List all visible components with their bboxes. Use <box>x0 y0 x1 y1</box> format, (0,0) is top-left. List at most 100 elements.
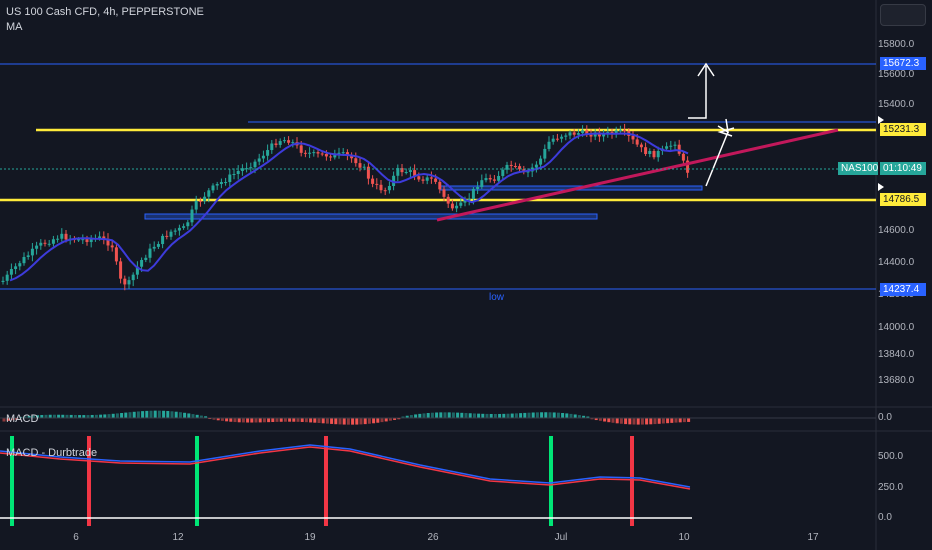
symbol-title[interactable]: US 100 Cash CFD, 4h, PEPPERSTONE <box>6 6 204 18</box>
candle-body <box>320 153 324 155</box>
candle-body <box>165 235 169 237</box>
candle-body <box>194 200 198 210</box>
projection-arrow-up[interactable] <box>705 131 729 187</box>
macd-histogram-bar <box>460 412 464 418</box>
macd-histogram-bar <box>107 414 111 418</box>
candle-body <box>324 153 328 157</box>
resistance-price-tag[interactable]: 15231.3 <box>880 123 926 136</box>
price-tick: 14600.0 <box>878 225 915 236</box>
candle-body <box>484 178 488 181</box>
macd-histogram-bar <box>183 412 187 418</box>
candle-body <box>253 161 257 168</box>
macd-histogram-bar <box>687 418 691 422</box>
candle-body <box>564 135 568 137</box>
durbtrade-tick: 250.0 <box>878 482 904 493</box>
candle-body <box>505 164 509 170</box>
candle-body <box>350 155 354 159</box>
moving-average-line[interactable] <box>9 132 689 282</box>
countdown-tag: 01:10:49 <box>880 162 926 175</box>
arrow-head <box>717 118 729 134</box>
macd-histogram-bar <box>456 412 460 418</box>
candle-body <box>257 158 261 162</box>
signal-bar <box>10 436 14 526</box>
macd-histogram-bar <box>309 418 313 423</box>
macd-histogram-bar <box>149 410 153 418</box>
breakout-arrow[interactable] <box>688 66 707 119</box>
candle-body <box>140 260 144 267</box>
low-line-price-tag[interactable]: 14237.4 <box>880 283 926 296</box>
candle-body <box>488 178 492 180</box>
candle-body <box>148 248 152 258</box>
support-zone-box[interactable] <box>144 213 598 220</box>
candle-body <box>551 138 555 142</box>
candle-body <box>471 189 475 200</box>
candle-body <box>434 178 438 182</box>
macd-histogram-bar <box>115 413 119 418</box>
macd-histogram-bar <box>527 412 531 418</box>
candle-body <box>572 132 576 135</box>
support-price-tag[interactable]: 14786.5 <box>880 193 926 206</box>
macd-histogram-bar <box>19 416 23 418</box>
macd-histogram-bar <box>363 418 367 425</box>
candle-body <box>198 200 202 202</box>
macd-histogram-bar <box>451 412 455 418</box>
macd-histogram-bar <box>590 418 594 420</box>
macd-histogram-bar <box>510 413 514 418</box>
candle-body <box>240 168 244 171</box>
macd-histogram-bar <box>220 418 224 421</box>
candle-body <box>329 156 333 158</box>
macd-histogram-bar <box>393 418 397 420</box>
macd-histogram-bar <box>15 418 19 420</box>
candle-body <box>581 130 585 134</box>
symbol-price-tag[interactable]: NAS100 <box>838 162 878 175</box>
candle-body <box>429 177 433 179</box>
macd-histogram-bar <box>120 413 124 418</box>
candlestick-series <box>1 123 690 291</box>
chart-options-button[interactable] <box>880 4 926 26</box>
candle-body <box>106 238 110 246</box>
candle-body <box>417 176 421 180</box>
candle-body <box>438 181 442 190</box>
macd-pane-label[interactable]: MACD <box>6 413 39 425</box>
candle-body <box>480 180 484 187</box>
candle-body <box>518 166 522 170</box>
macd-histogram-bar <box>414 414 418 418</box>
candle-body <box>677 144 681 154</box>
durbtrade-signal-line[interactable] <box>0 446 691 490</box>
macd-histogram-bar <box>506 413 510 418</box>
macd-histogram-bar <box>594 418 598 421</box>
candle-body <box>358 163 362 168</box>
ascending-trendline[interactable] <box>436 128 839 222</box>
candle-body <box>501 169 505 176</box>
candle-body <box>623 129 627 132</box>
candle-body <box>639 144 643 148</box>
candle-body <box>81 239 85 241</box>
candle-body <box>232 173 236 175</box>
macd-histogram-bar <box>598 418 602 421</box>
indicator-label[interactable]: MA <box>6 21 23 33</box>
candle-body <box>173 230 177 232</box>
durbtrade-pane-label[interactable]: MACD - Durbtrade <box>6 447 98 459</box>
candle-body <box>119 261 123 279</box>
low-annotation-label[interactable]: low <box>489 292 505 303</box>
candle-body <box>392 175 396 187</box>
candle-body <box>266 150 270 156</box>
macd-zero-tick: 0.0 <box>878 412 892 423</box>
candle-body <box>497 175 501 181</box>
time-tick: 26 <box>427 532 439 543</box>
candle-body <box>144 257 148 261</box>
upper-line-price-tag[interactable]: 15672.3 <box>880 57 926 70</box>
macd-histogram-bar <box>334 418 338 425</box>
candle-body <box>98 236 102 239</box>
candle-body <box>22 257 26 264</box>
candle-body <box>299 145 303 153</box>
durbtrade-macd-line[interactable] <box>0 444 691 488</box>
macd-histogram-bar <box>23 416 27 418</box>
candle-body <box>681 153 685 161</box>
candle-body <box>539 158 543 165</box>
candle-body <box>219 182 223 185</box>
candle-body <box>459 202 463 206</box>
candle-body <box>51 239 55 244</box>
macd-histogram-bar <box>603 418 607 422</box>
